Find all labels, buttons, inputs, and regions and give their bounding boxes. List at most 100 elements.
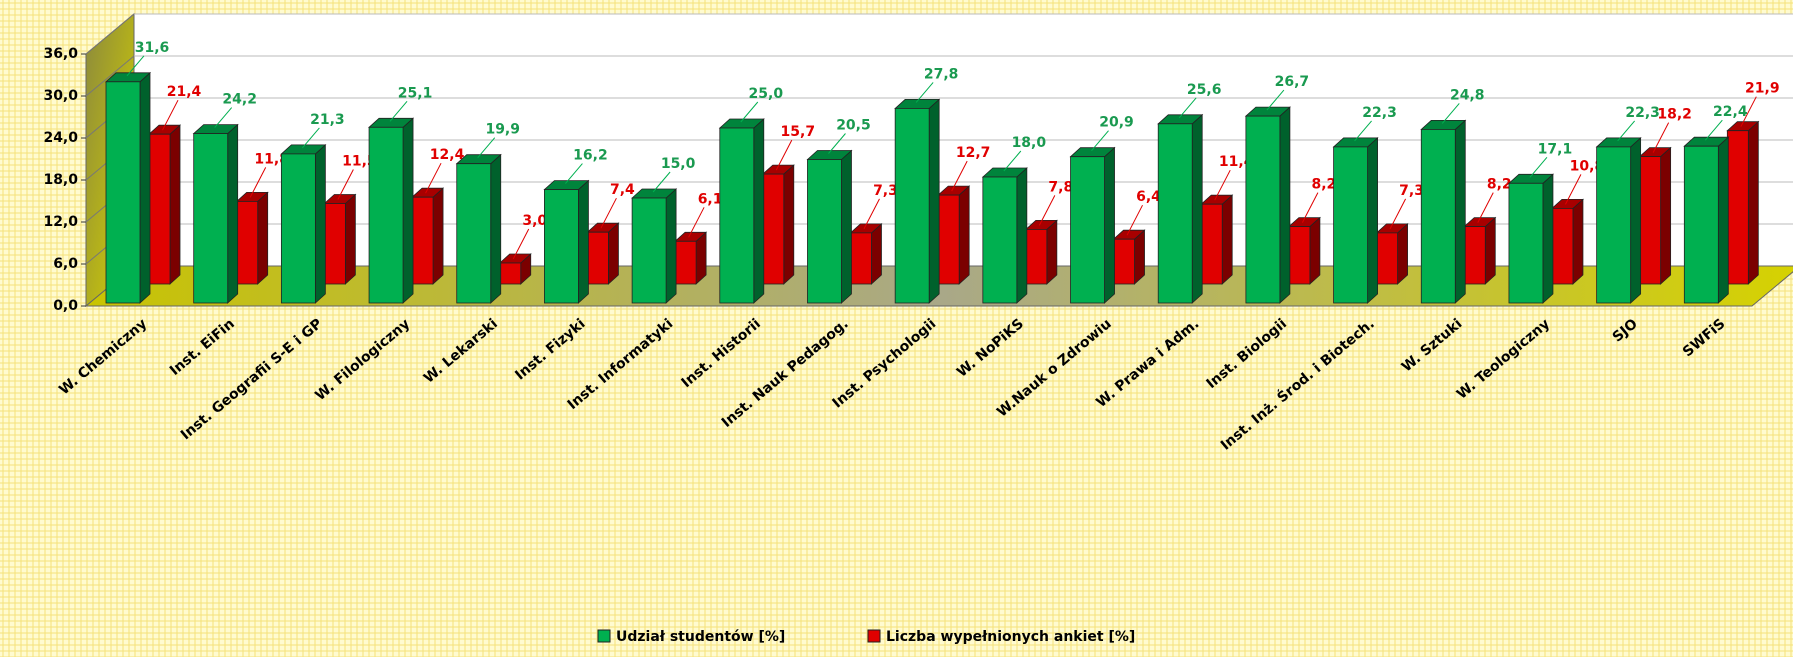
- bar: [105, 81, 141, 304]
- data-label: 6,4: [1136, 189, 1161, 205]
- bar-side: [1016, 167, 1028, 304]
- bar: [193, 133, 229, 304]
- bar-side: [928, 98, 940, 304]
- leader-line: [688, 207, 705, 238]
- bar: [148, 133, 171, 285]
- bar: [587, 231, 609, 285]
- bar-side: [490, 153, 502, 304]
- bar-side: [1367, 137, 1378, 304]
- data-label: 12,7: [956, 145, 991, 161]
- data-label: 20,5: [836, 118, 871, 134]
- bar-side: [1747, 120, 1759, 285]
- data-label: 21,9: [1745, 81, 1780, 97]
- data-label: 25,0: [749, 86, 784, 102]
- data-label: 11,4: [1219, 154, 1254, 170]
- leader-line: [1003, 150, 1022, 172]
- data-label: 24,2: [222, 92, 257, 108]
- bar-side: [608, 222, 619, 285]
- bar-side: [1484, 216, 1496, 285]
- bar-side: [871, 223, 882, 285]
- bar: [674, 240, 697, 285]
- y-tick-label: 36,0: [43, 46, 78, 62]
- leader-line: [1038, 195, 1056, 226]
- leader-line: [1214, 169, 1231, 201]
- data-label: 19,9: [485, 122, 520, 138]
- bar: [1639, 156, 1662, 285]
- bar: [544, 189, 579, 304]
- leader-line: [775, 139, 793, 171]
- bar-side: [665, 188, 677, 304]
- bar-side: [1397, 223, 1408, 285]
- leader-line: [1126, 204, 1143, 236]
- leader-line: [1178, 97, 1197, 119]
- y-tick-label: 6,0: [53, 256, 78, 272]
- leader-line: [249, 167, 267, 198]
- y-tick-label: 30,0: [43, 88, 78, 104]
- bar-side: [783, 164, 795, 285]
- bar: [323, 203, 346, 285]
- leader-line: [1617, 120, 1636, 142]
- leader-line: [1389, 198, 1407, 230]
- leader-line: [1704, 119, 1723, 141]
- bar-side: [1191, 113, 1203, 304]
- data-label: 18,0: [1012, 135, 1047, 151]
- bar: [1113, 238, 1135, 285]
- bar: [894, 108, 930, 304]
- bar: [1376, 232, 1398, 285]
- data-label: 22,3: [1362, 105, 1397, 121]
- bar-side: [257, 191, 269, 285]
- bar-side: [227, 123, 239, 304]
- data-label: 7,8: [1048, 179, 1073, 195]
- leader-line: [214, 107, 233, 128]
- leader-line: [337, 169, 354, 200]
- leader-line: [512, 228, 530, 260]
- bar: [1070, 156, 1105, 304]
- bar: [719, 127, 755, 304]
- data-label: 7,3: [1399, 183, 1424, 199]
- bar-side: [1572, 198, 1584, 285]
- bar-side: [1279, 106, 1291, 304]
- y-tick-label: 24,0: [43, 130, 78, 146]
- bar: [1463, 226, 1486, 285]
- bar: [1025, 228, 1048, 285]
- data-label: 11,8: [254, 151, 289, 167]
- bar-side: [753, 118, 765, 304]
- leader-line: [1529, 156, 1548, 178]
- legend-swatch: [867, 629, 881, 643]
- leader-line: [1565, 174, 1582, 205]
- bar-side: [314, 144, 326, 304]
- bar: [631, 197, 667, 304]
- data-label: 27,8: [924, 66, 959, 82]
- data-label: 17,1: [1538, 141, 1573, 157]
- data-label: 6,1: [698, 191, 723, 207]
- leader-line: [301, 127, 320, 149]
- bar-side: [169, 124, 181, 285]
- leader-line: [951, 160, 968, 192]
- data-label: 16,2: [573, 148, 608, 164]
- bar: [236, 200, 259, 285]
- bar-side: [958, 185, 970, 285]
- leader-line: [1301, 192, 1319, 223]
- data-label: 25,1: [398, 85, 433, 101]
- leader-line: [915, 82, 934, 103]
- data-label: 22,4: [1713, 104, 1748, 120]
- y-tick-label: 0,0: [53, 298, 78, 314]
- legend-label: Liczba wypełnionych ankiet [%]: [886, 629, 1135, 645]
- data-label: 20,9: [1099, 115, 1134, 131]
- bar: [982, 176, 1018, 304]
- leader-line: [1091, 130, 1109, 152]
- leader-line: [652, 171, 671, 193]
- leader-line: [740, 101, 759, 123]
- data-label: 24,8: [1450, 87, 1485, 103]
- leader-line: [1354, 120, 1372, 142]
- leader-line: [863, 198, 880, 230]
- bar: [1726, 130, 1749, 285]
- bar: [456, 163, 492, 304]
- leader-line: [126, 55, 145, 77]
- data-label: 11,5: [342, 154, 377, 170]
- data-label: 25,6: [1187, 82, 1222, 98]
- data-label: 21,3: [310, 112, 345, 128]
- bar: [1551, 207, 1574, 285]
- leader-line: [162, 99, 179, 131]
